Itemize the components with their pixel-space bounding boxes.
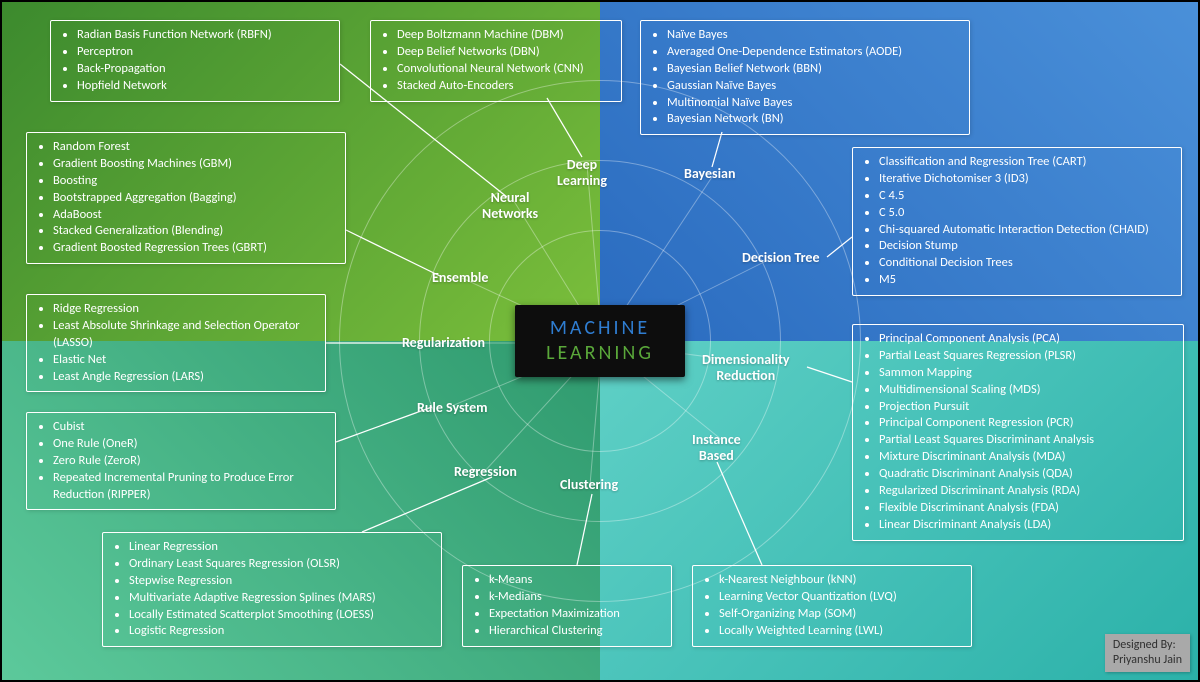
list-item: Partial Least Squares Discriminant Analy… <box>879 432 1173 449</box>
neural-nets-box: Radian Basis Function Network (RBFN)Perc… <box>50 20 340 102</box>
list-item: Ridge Regression <box>53 301 315 318</box>
list-item: Expectation Maximization <box>489 606 661 623</box>
list-item: Mixture Discriminant Analysis (MDA) <box>879 449 1173 466</box>
list-item: Bayesian Belief Network (BBN) <box>667 61 959 78</box>
list-item: Back-Propagation <box>77 61 329 78</box>
bayesian-box: Naïve BayesAveraged One-Dependence Estim… <box>640 20 970 135</box>
list-item: M5 <box>879 272 1171 289</box>
branch-label-instance-based: Instance Based <box>692 432 741 464</box>
branch-label-bayesian: Bayesian <box>684 166 735 182</box>
center-title: MACHINE LEARNING <box>515 305 685 377</box>
list-item: k-Medians <box>489 589 661 606</box>
list-item: Stepwise Regression <box>129 573 431 590</box>
list-item: Random Forest <box>53 139 335 156</box>
list-item: Logistic Regression <box>129 623 431 640</box>
list-item: Boosting <box>53 173 335 190</box>
list-item: Stacked Auto-Encoders <box>397 78 611 95</box>
list-item: One Rule (OneR) <box>53 436 325 453</box>
deep-learning-box: Deep Boltzmann Machine (DBM)Deep Belief … <box>370 20 622 102</box>
branch-label-decision-tree: Decision Tree <box>742 250 820 266</box>
branch-label-deep-learning: Deep Learning <box>557 157 607 189</box>
branch-label-rule-system: Rule System <box>417 400 488 416</box>
list-item: Deep Belief Networks (DBN) <box>397 44 611 61</box>
list-item: Linear Discriminant Analysis (LDA) <box>879 517 1173 534</box>
list-item: Bootstrapped Aggregation (Bagging) <box>53 190 335 207</box>
list-item: Radian Basis Function Network (RBFN) <box>77 27 329 44</box>
list-item: Locally Weighted Learning (LWL) <box>719 623 961 640</box>
list-item: Cubist <box>53 419 325 436</box>
list-item: Conditional Decision Trees <box>879 255 1171 272</box>
list-item: Repeated Incremental Pruning to Produce … <box>53 470 325 504</box>
list-item: Zero Rule (ZeroR) <box>53 453 325 470</box>
list-item: Flexible Discriminant Analysis (FDA) <box>879 500 1173 517</box>
branch-label-dim-reduction: Dimensionality Reduction <box>702 352 790 384</box>
list-item: Gaussian Naïve Bayes <box>667 78 959 95</box>
clustering-box: k-Meansk-MediansExpectation Maximization… <box>462 565 672 647</box>
credit-line2: Priyanshu Jain <box>1113 653 1182 668</box>
ensemble-box: Random ForestGradient Boosting Machines … <box>26 132 346 264</box>
list-item: Quadratic Discriminant Analysis (QDA) <box>879 466 1173 483</box>
list-item: Multidimensional Scaling (MDS) <box>879 382 1173 399</box>
list-item: Decision Stump <box>879 238 1171 255</box>
list-item: Principal Component Analysis (PCA) <box>879 331 1173 348</box>
list-item: Multivariate Adaptive Regression Splines… <box>129 590 431 607</box>
branch-label-regularization: Regularization <box>402 335 485 351</box>
list-item: Multinomial Naïve Bayes <box>667 95 959 112</box>
instance-based-box: k-Nearest Neighbour (kNN)Learning Vector… <box>692 565 972 647</box>
list-item: Stacked Generalization (Blending) <box>53 223 335 240</box>
credit-line1: Designed By: <box>1113 638 1182 653</box>
dim-reduction-box: Principal Component Analysis (PCA)Partia… <box>852 324 1184 541</box>
list-item: Projection Pursuit <box>879 399 1173 416</box>
branch-label-ensemble: Ensemble <box>432 270 488 286</box>
list-item: Hierarchical Clustering <box>489 623 661 640</box>
regularization-box: Ridge RegressionLeast Absolute Shrinkage… <box>26 294 326 392</box>
list-item: C 5.0 <box>879 205 1171 222</box>
center-title-line1: MACHINE <box>550 316 650 341</box>
credit-box: Designed By: Priyanshu Jain <box>1105 634 1190 672</box>
list-item: k-Nearest Neighbour (kNN) <box>719 572 961 589</box>
list-item: Convolutional Neural Network (CNN) <box>397 61 611 78</box>
diagram-stage: Deep Learning Bayesian Decision Tree Dimens… <box>0 0 1200 682</box>
list-item: Chi-squared Automatic Interaction Detect… <box>879 222 1171 239</box>
list-item: Linear Regression <box>129 539 431 556</box>
list-item: Gradient Boosted Regression Trees (GBRT) <box>53 240 335 257</box>
list-item: Elastic Net <box>53 352 315 369</box>
list-item: Classification and Regression Tree (CART… <box>879 154 1171 171</box>
regression-box: Linear RegressionOrdinary Least Squares … <box>102 532 442 647</box>
list-item: Gradient Boosting Machines (GBM) <box>53 156 335 173</box>
list-item: Least Absolute Shrinkage and Selection O… <box>53 318 315 352</box>
list-item: Bayesian Network (BN) <box>667 111 959 128</box>
branch-label-regression: Regression <box>454 464 517 480</box>
list-item: Self-Organizing Map (SOM) <box>719 606 961 623</box>
list-item: Regularized Discriminant Analysis (RDA) <box>879 483 1173 500</box>
center-title-line2: LEARNING <box>546 341 654 366</box>
list-item: Locally Estimated Scatterplot Smoothing … <box>129 607 431 624</box>
branch-label-clustering: Clustering <box>560 477 618 493</box>
list-item: Averaged One-Dependence Estimators (AODE… <box>667 44 959 61</box>
list-item: Partial Least Squares Regression (PLSR) <box>879 348 1173 365</box>
list-item: Iterative Dichotomiser 3 (ID3) <box>879 171 1171 188</box>
list-item: Perceptron <box>77 44 329 61</box>
list-item: Learning Vector Quantization (LVQ) <box>719 589 961 606</box>
branch-label-neural-nets: Neural Networks <box>482 190 538 222</box>
list-item: Ordinary Least Squares Regression (OLSR) <box>129 556 431 573</box>
list-item: Hopfield Network <box>77 78 329 95</box>
list-item: AdaBoost <box>53 207 335 224</box>
list-item: C 4.5 <box>879 188 1171 205</box>
list-item: Naïve Bayes <box>667 27 959 44</box>
list-item: k-Means <box>489 572 661 589</box>
list-item: Principal Component Regression (PCR) <box>879 415 1173 432</box>
list-item: Deep Boltzmann Machine (DBM) <box>397 27 611 44</box>
list-item: Sammon Mapping <box>879 365 1173 382</box>
list-item: Least Angle Regression (LARS) <box>53 369 315 386</box>
rule-system-box: CubistOne Rule (OneR)Zero Rule (ZeroR)Re… <box>26 412 336 510</box>
decision-tree-box: Classification and Regression Tree (CART… <box>852 147 1182 296</box>
